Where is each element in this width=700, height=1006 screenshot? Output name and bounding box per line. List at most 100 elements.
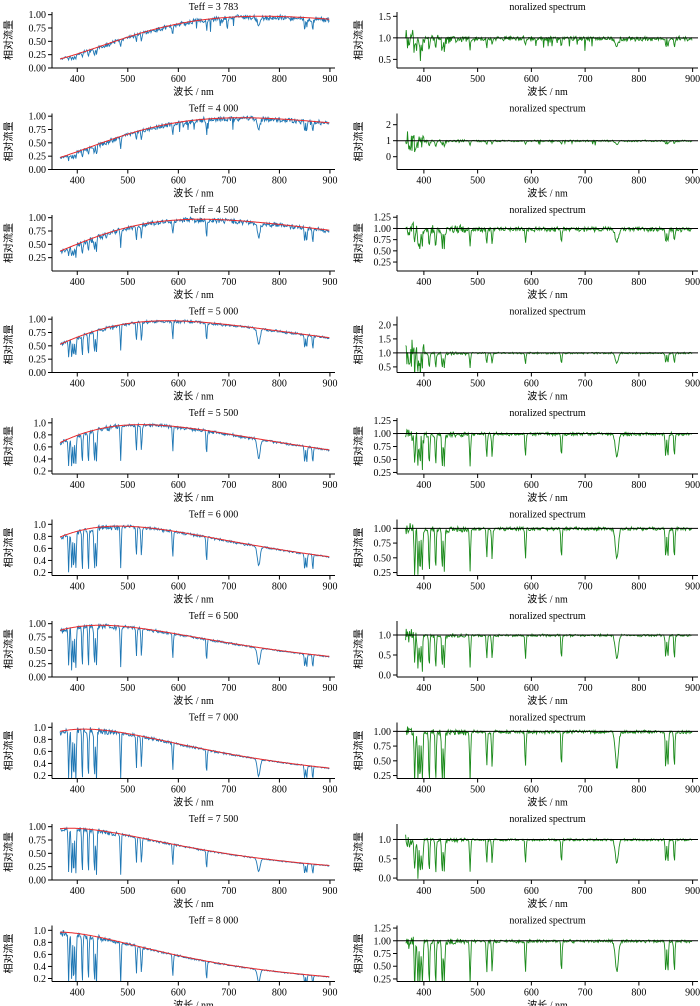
y-tick-label: 1.25 — [374, 213, 392, 224]
x-tick-label: 400 — [70, 480, 85, 491]
x-tick-label: 400 — [416, 480, 431, 491]
x-tick-label: 500 — [120, 988, 135, 999]
continuum-fit-line — [59, 525, 330, 558]
x-tick-label: 900 — [685, 176, 700, 187]
x-tick-label: 900 — [322, 480, 337, 491]
y-tick-label: 0.4 — [34, 759, 47, 770]
y-tick-label: 0.50 — [29, 240, 47, 251]
panel-title: Teff = 5 000 — [189, 307, 238, 318]
y-tick-label: 0.2 — [34, 466, 47, 477]
y-axis-label: 相对流量 — [2, 528, 15, 568]
y-tick-label: 0.50 — [29, 646, 47, 657]
y-tick-label: 1.0 — [34, 418, 47, 429]
observed-spectrum-line — [60, 524, 330, 573]
normalized-panel-6: noralized spectrum 400 500 600 700 800 900 0.25… — [352, 510, 700, 606]
x-tick-label: 600 — [171, 785, 186, 796]
normalized-panel-9: noralized spectrum 400 500 600 700 800 900 0.0 0… — [352, 814, 700, 910]
x-axis-label: 波长 / nm — [173, 85, 214, 98]
x-tick-label: 900 — [685, 988, 700, 999]
x-tick-label: 900 — [322, 785, 337, 796]
y-tick-label: 0.75 — [29, 24, 47, 35]
y-axis-label: 相对流量 — [2, 325, 15, 365]
y-tick-label: 0.25 — [374, 771, 392, 782]
y-tick-label: 0.8 — [34, 938, 47, 949]
y-tick-label: 0.25 — [374, 568, 392, 579]
normalized-spectrum-line — [405, 936, 693, 982]
panel-title: Teff = 8 000 — [189, 916, 238, 927]
y-tick-label: 0.50 — [29, 37, 47, 48]
x-axis-label: 波长 / nm — [173, 288, 214, 301]
y-tick-label: 1.00 — [374, 524, 392, 535]
panel-title: noralized spectrum — [509, 307, 586, 318]
x-tick-label: 700 — [578, 886, 593, 897]
x-tick-label: 600 — [171, 379, 186, 390]
continuum-fit-line — [60, 728, 330, 769]
y-tick-label: 0.25 — [29, 355, 47, 366]
spectrum-panel-8: Teff = 7 000 400 500 600 700 800 900 0.20.40.60… — [2, 713, 337, 809]
normalized-spectrum-line — [405, 428, 693, 471]
x-axis-label: 波长 / nm — [173, 491, 214, 504]
x-axis-label: 波长 / nm — [173, 897, 214, 910]
y-tick-label: 1.25 — [374, 924, 392, 935]
x-tick-label: 800 — [272, 886, 287, 897]
y-tick-label: 1.00 — [29, 822, 47, 833]
x-tick-label: 600 — [524, 886, 539, 897]
continuum-fit-line — [60, 15, 330, 60]
x-tick-label: 500 — [470, 379, 485, 390]
x-tick-label: 500 — [120, 176, 135, 187]
x-tick-label: 500 — [470, 176, 485, 187]
x-tick-label: 800 — [631, 988, 646, 999]
y-tick-label: 0.4 — [34, 454, 47, 465]
x-axis-label: 波长 / nm — [527, 999, 568, 1006]
x-tick-label: 800 — [272, 582, 287, 593]
y-axis-label: 相对流量 — [2, 20, 15, 60]
y-tick-label: 0.75 — [374, 949, 392, 960]
x-tick-label: 800 — [631, 176, 646, 187]
y-tick-label: 1 — [386, 136, 391, 147]
x-tick-label: 700 — [221, 480, 236, 491]
y-tick-label: 0.75 — [29, 125, 47, 136]
x-axis-label: 波长 / nm — [173, 694, 214, 707]
panel-title: noralized spectrum — [509, 713, 586, 724]
continuum-fit-line — [60, 624, 330, 657]
y-tick-label: 0.25 — [374, 974, 392, 985]
y-tick-label: 1.0 — [34, 926, 47, 937]
x-tick-label: 900 — [685, 277, 700, 288]
x-tick-label: 900 — [322, 277, 337, 288]
normalized-panel-5: noralized spectrum 400 500 600 700 800 900 0.25… — [352, 408, 700, 504]
x-tick-label: 800 — [272, 74, 287, 85]
y-tick-label: 1.00 — [29, 10, 47, 21]
x-tick-label: 700 — [221, 277, 236, 288]
y-tick-label: 1.0 — [34, 520, 47, 531]
y-tick-label: 0.00 — [29, 64, 47, 75]
y-tick-label: 0.6 — [34, 950, 47, 961]
x-tick-label: 900 — [685, 582, 700, 593]
panel-title: Teff = 4 000 — [189, 104, 238, 115]
panel-title: noralized spectrum — [509, 510, 586, 521]
x-tick-label: 700 — [578, 683, 593, 694]
x-tick-label: 600 — [171, 683, 186, 694]
x-tick-label: 700 — [578, 988, 593, 999]
y-axis-label: 相对流量 — [2, 731, 15, 771]
x-tick-label: 700 — [221, 176, 236, 187]
observed-spectrum-line — [59, 930, 330, 982]
panel-title: Teff = 4 500 — [189, 205, 238, 216]
y-tick-label: 0.5 — [379, 55, 392, 66]
x-tick-label: 600 — [524, 379, 539, 390]
panel-title: noralized spectrum — [509, 205, 586, 216]
x-tick-label: 700 — [578, 785, 593, 796]
spectrum-panel-3: Teff = 4 500 400 500 600 700 800 900 0.25 0.50 0.… — [2, 205, 337, 301]
x-axis-label: 波长 / nm — [527, 85, 568, 98]
spectrum-panel-4: Teff = 5 000 400 500 600 700 800 900 0.00 0.25 0.… — [2, 307, 337, 403]
y-tick-label: 0.0 — [379, 671, 392, 682]
y-axis-label: 相对流量 — [352, 731, 365, 771]
x-tick-label: 900 — [685, 785, 700, 796]
y-tick-label: 0.6 — [34, 747, 47, 758]
x-tick-label: 600 — [524, 277, 539, 288]
y-tick-label: 2 — [386, 120, 391, 131]
x-tick-label: 700 — [221, 683, 236, 694]
x-tick-label: 600 — [171, 988, 186, 999]
y-tick-label: 0.4 — [34, 962, 47, 973]
y-tick-label: 1.5 — [379, 334, 392, 345]
x-tick-label: 700 — [578, 74, 593, 85]
